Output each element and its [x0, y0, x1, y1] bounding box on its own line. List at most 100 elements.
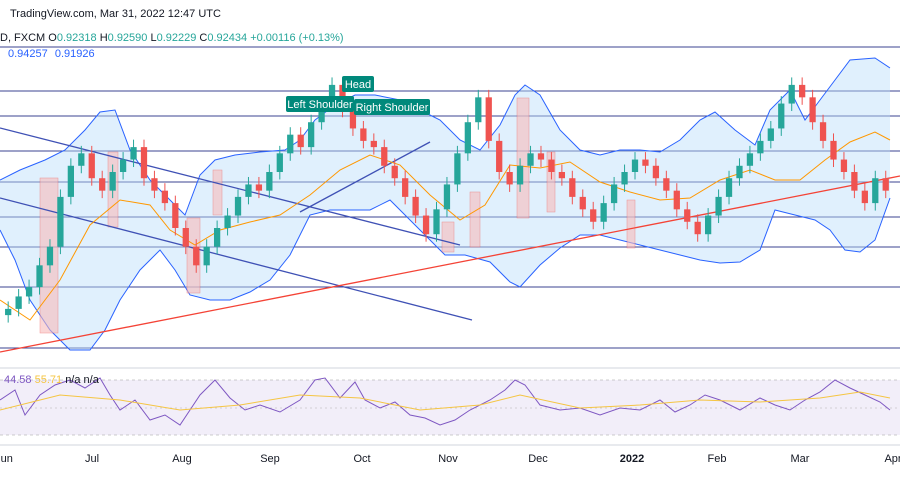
candle-body-37 — [391, 165, 398, 179]
candle-body-29 — [308, 122, 315, 148]
watermark: TradingView.com, Mar 31, 2022 12:47 UTC — [10, 8, 221, 20]
candle-body-31 — [328, 84, 336, 104]
candle-body-24 — [255, 184, 263, 191]
left-shoulder-label: Left Shoulder — [287, 99, 353, 111]
candle-body-68 — [715, 196, 722, 216]
bb-legend: 0.94257 0.91926 — [8, 48, 95, 60]
candle-body-64 — [673, 190, 680, 210]
candle-body-82 — [861, 190, 868, 204]
candle-body-79 — [830, 140, 837, 160]
candle-body-63 — [663, 178, 670, 191]
candle-body-60 — [631, 159, 639, 172]
channel-lower-line — [0, 197, 473, 321]
candle-body-48 — [506, 172, 513, 185]
candle-body-35 — [370, 140, 377, 148]
candle-body-20 — [213, 228, 221, 247]
bb-upper-value: 0.94257 — [8, 48, 48, 60]
ohlc-legend: D, FXCM O0.92318 H0.92590 L0.92229 C0.92… — [0, 32, 344, 44]
x-tick-dec: Dec — [528, 453, 548, 465]
candle-body-18 — [193, 246, 200, 266]
candle-body-43 — [454, 153, 461, 185]
candle-body-21 — [224, 215, 231, 228]
candle-body-75 — [788, 84, 795, 104]
candle-body-22 — [234, 196, 242, 216]
candle-body-54 — [569, 178, 576, 197]
high-value: 0.92590 — [107, 32, 148, 44]
x-tick-sep: Sep — [260, 453, 280, 465]
candle-body-67 — [704, 215, 712, 235]
candle-body-14 — [151, 178, 158, 191]
candle-body-55 — [579, 196, 586, 210]
candle-body-70 — [736, 165, 743, 179]
rsi-ma-line — [0, 391, 891, 411]
left-shoulder-label-bg — [286, 96, 354, 112]
candle-body-15 — [161, 190, 169, 204]
candle-body-19 — [203, 246, 210, 266]
candle-body-77 — [809, 97, 816, 123]
highlight-box-3 — [212, 169, 223, 216]
candle-body-78 — [819, 122, 827, 141]
candle-body-5 — [57, 196, 64, 247]
bb-lower-band — [0, 197, 891, 351]
rsi-na: n/a n/a — [65, 374, 99, 386]
x-tick-apr: Apr — [884, 453, 900, 465]
neckline — [299, 141, 431, 213]
highlight-box-7 — [546, 151, 556, 213]
candle-body-13 — [140, 147, 148, 179]
candle-body-7 — [78, 153, 85, 166]
candle-body-42 — [443, 184, 451, 210]
highlight-box-8 — [626, 199, 636, 249]
high-label: H — [99, 32, 108, 44]
x-tick-nov: Nov — [438, 453, 458, 465]
candle-body-52 — [548, 159, 555, 172]
candle-body-8 — [88, 153, 95, 179]
candle-body-6 — [67, 165, 74, 197]
candle-body-2 — [25, 287, 33, 297]
candle-body-59 — [621, 172, 628, 185]
candle-body-80 — [840, 159, 848, 172]
candle-body-28 — [297, 134, 304, 148]
candle-body-53 — [558, 172, 566, 179]
close-value: 0.92434 — [207, 32, 248, 44]
candle-body-34 — [360, 128, 367, 141]
x-tick-feb: Feb — [708, 453, 727, 465]
rsi-value: 44.58 — [4, 374, 32, 386]
right-shoulder-label-bg — [354, 99, 430, 115]
candle-body-81 — [851, 172, 858, 191]
candle-body-0 — [5, 308, 12, 316]
candle-body-57 — [600, 203, 607, 222]
candle-body-51 — [537, 153, 545, 160]
x-tick-2022: 2022 — [620, 453, 644, 465]
highlight-box-6 — [516, 97, 530, 219]
candle-body-4 — [46, 246, 54, 266]
candle-body-30 — [318, 103, 325, 123]
candle-body-41 — [433, 209, 440, 235]
candle-body-66 — [694, 221, 701, 235]
candle-body-1 — [15, 296, 22, 309]
candle-body-26 — [276, 153, 283, 172]
right-shoulder-label: Right Shoulder — [356, 102, 429, 114]
candle-body-23 — [245, 184, 252, 197]
head-label: Head — [345, 79, 371, 91]
change-value: +0.00116 (+0.13%) — [250, 32, 344, 44]
candle-body-50 — [527, 153, 534, 166]
candle-body-56 — [590, 209, 597, 222]
candle-body-47 — [496, 140, 503, 172]
candle-body-62 — [652, 165, 660, 179]
ascending-trendline — [0, 175, 900, 353]
x-tick-aug: Aug — [172, 453, 192, 465]
candle-body-46 — [485, 97, 492, 141]
candle-body-73 — [767, 128, 774, 141]
candle-body-16 — [172, 203, 179, 228]
candle-body-49 — [516, 165, 524, 185]
close-label: C — [199, 32, 208, 44]
candle-body-3 — [36, 265, 43, 288]
candle-body-25 — [266, 172, 273, 191]
candle-body-58 — [610, 184, 618, 204]
candle-body-71 — [746, 153, 754, 166]
candle-body-65 — [684, 209, 691, 222]
candle-body-10 — [109, 172, 116, 191]
head-label-bg — [342, 76, 374, 92]
